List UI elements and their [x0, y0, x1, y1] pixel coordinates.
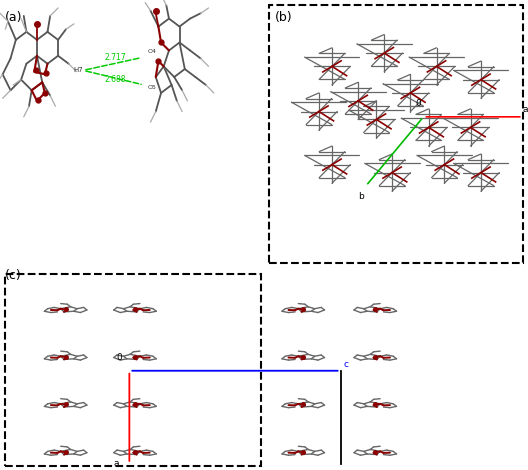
Text: b: b — [358, 192, 364, 201]
Text: 0: 0 — [116, 353, 122, 362]
Text: (b): (b) — [275, 11, 292, 24]
Text: 2.717: 2.717 — [104, 53, 126, 62]
Text: O4: O4 — [148, 49, 157, 54]
Text: 2.688: 2.688 — [104, 75, 126, 84]
Text: H7: H7 — [73, 67, 83, 73]
Text: c: c — [343, 360, 348, 368]
Text: (c): (c) — [5, 269, 22, 282]
Text: 0: 0 — [416, 99, 421, 108]
Text: a: a — [523, 104, 528, 114]
Text: a: a — [114, 459, 119, 468]
Text: (a): (a) — [5, 11, 23, 24]
Text: O5: O5 — [148, 85, 157, 90]
